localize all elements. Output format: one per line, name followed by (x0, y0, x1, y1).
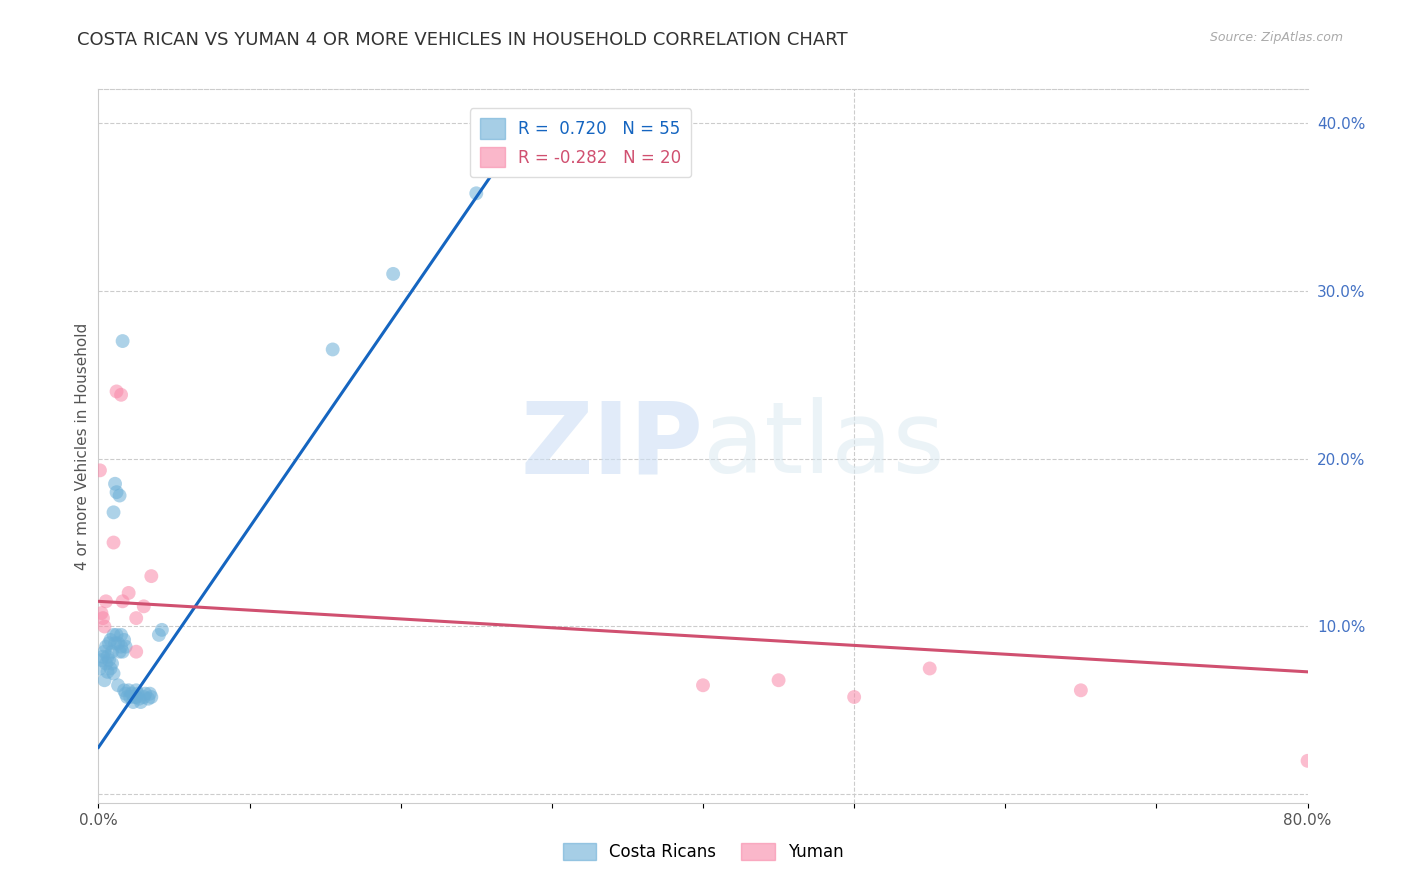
Point (118, 683, 141, 698)
Point (125, 645, 148, 659)
Point (89, 463, 111, 477)
Point (139, 687, 162, 701)
Point (122, 695, 145, 709)
Point (94, 640, 117, 654)
Point (844, 690, 866, 704)
Point (90, 606, 112, 620)
Point (111, 645, 134, 659)
Point (103, 628, 125, 642)
Point (129, 695, 152, 709)
Point (110, 388, 132, 402)
Point (103, 666, 125, 681)
Point (107, 636, 129, 650)
Point (1070, 683, 1092, 698)
Point (115, 690, 138, 704)
Text: ZIP: ZIP (520, 398, 703, 494)
Point (150, 623, 173, 637)
Text: Source: ZipAtlas.com: Source: ZipAtlas.com (1209, 31, 1343, 45)
Point (90, 653, 112, 667)
Point (125, 683, 148, 698)
Point (768, 673, 790, 688)
Point (94, 594, 117, 608)
Point (94, 657, 117, 671)
Point (108, 645, 131, 659)
Point (141, 690, 163, 704)
Point (136, 691, 159, 706)
Point (112, 632, 135, 647)
Point (114, 687, 136, 701)
Point (91, 611, 114, 625)
Point (121, 687, 143, 701)
Point (132, 690, 155, 704)
Point (322, 343, 344, 357)
Legend: R =  0.720   N = 55, R = -0.282   N = 20: R = 0.720 N = 55, R = -0.282 N = 20 (470, 108, 690, 178)
Point (101, 645, 124, 659)
Point (110, 628, 132, 642)
Point (93, 673, 115, 688)
Point (114, 640, 136, 654)
Point (127, 687, 149, 701)
Point (96, 665, 118, 679)
Text: COSTA RICAN VS YUMAN 4 OR MORE VEHICLES IN HOUSEHOLD CORRELATION CHART: COSTA RICAN VS YUMAN 4 OR MORE VEHICLES … (77, 31, 848, 49)
Point (93, 645, 115, 659)
Point (107, 678, 129, 692)
Point (124, 690, 146, 704)
Point (118, 586, 141, 600)
Point (101, 657, 124, 671)
Point (108, 489, 131, 503)
Point (382, 267, 405, 281)
Point (89, 661, 111, 675)
Point (105, 384, 128, 399)
Point (98, 636, 121, 650)
Point (100, 661, 122, 675)
Point (141, 569, 163, 583)
Point (93, 619, 115, 633)
Point (112, 683, 135, 698)
Point (104, 476, 127, 491)
Point (100, 632, 122, 647)
Point (103, 535, 125, 549)
Point (98, 653, 121, 667)
Point (103, 505, 125, 519)
Point (465, 186, 488, 201)
Point (148, 628, 170, 642)
Point (918, 661, 941, 675)
Point (110, 640, 132, 654)
Point (91, 649, 114, 664)
Point (692, 678, 714, 692)
Point (120, 690, 142, 704)
Point (125, 611, 148, 625)
Point (125, 690, 148, 704)
Point (132, 599, 155, 614)
Point (105, 485, 128, 500)
Legend: Costa Ricans, Yuman: Costa Ricans, Yuman (555, 836, 851, 868)
Point (105, 628, 128, 642)
Point (111, 334, 134, 348)
Point (104, 636, 127, 650)
Point (134, 687, 156, 701)
Point (1296, 754, 1319, 768)
Point (96, 649, 118, 664)
Point (111, 594, 134, 608)
Point (128, 691, 150, 706)
Text: atlas: atlas (703, 398, 945, 494)
Y-axis label: 4 or more Vehicles in Household: 4 or more Vehicles in Household (75, 322, 90, 570)
